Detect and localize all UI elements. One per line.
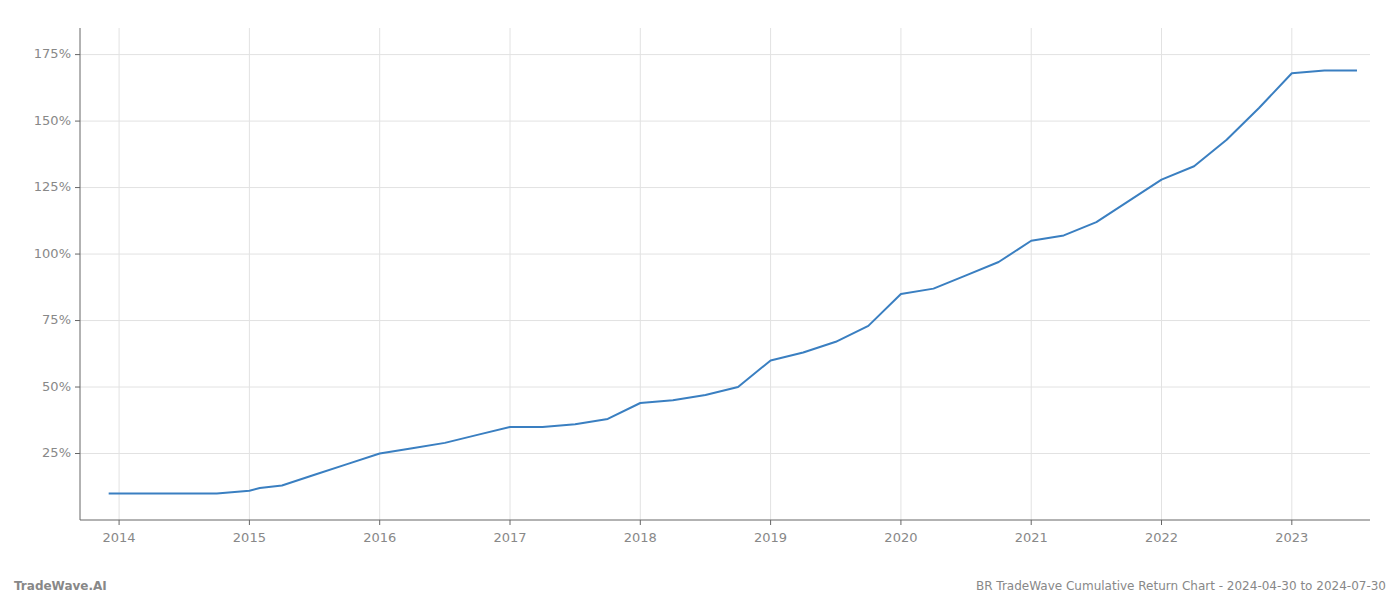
plot-area: [109, 71, 1357, 494]
grid-line: [1291, 28, 1292, 520]
tick-label: 2017: [493, 530, 526, 545]
tick-mark: [75, 187, 80, 188]
grid: [80, 28, 1370, 520]
tick-label: 2018: [624, 530, 657, 545]
grid-line: [80, 254, 1370, 255]
tick-label: 125%: [34, 179, 71, 194]
grid-line: [1031, 28, 1032, 520]
tick-label: 2023: [1275, 530, 1308, 545]
tick-mark: [1161, 520, 1162, 525]
tick-mark: [75, 320, 80, 321]
tick-label: 2014: [103, 530, 136, 545]
footer-left: TradeWave.AI: [14, 579, 107, 593]
tick-label: 50%: [42, 379, 71, 394]
tick-label: 2022: [1145, 530, 1178, 545]
tick-mark: [900, 520, 901, 525]
tick-mark: [75, 54, 80, 55]
grid-line: [379, 28, 380, 520]
y-axis-line: [80, 28, 81, 520]
tick-label: 2015: [233, 530, 266, 545]
tick-label: 75%: [42, 312, 71, 327]
axes: 25% 50% 75% 100% 125% 150% 175% 2014 2015 2016 201…: [34, 28, 1370, 545]
tick-label: 25%: [42, 445, 71, 460]
grid-line: [249, 28, 250, 520]
background: [0, 0, 1400, 600]
grid-line: [510, 28, 511, 520]
tick-label: 175%: [34, 46, 71, 61]
tick-label: 2020: [884, 530, 917, 545]
tick-label: 100%: [34, 246, 71, 261]
grid-line: [640, 28, 641, 520]
tick-mark: [510, 520, 511, 525]
tick-mark: [75, 453, 80, 454]
grid-line: [770, 28, 771, 520]
grid-line: [80, 387, 1370, 388]
grid-line: [80, 121, 1370, 122]
tick-mark: [249, 520, 250, 525]
grid-line: [1161, 28, 1162, 520]
x-axis-line: [80, 520, 1370, 521]
tick-mark: [770, 520, 771, 525]
tick-mark: [119, 520, 120, 525]
tick-mark: [379, 520, 380, 525]
tick-mark: [1291, 520, 1292, 525]
footer-right: BR TradeWave Cumulative Return Chart - 2…: [976, 579, 1386, 593]
grid-line: [900, 28, 901, 520]
grid-line: [119, 28, 120, 520]
grid-line: [80, 187, 1370, 188]
tick-mark: [640, 520, 641, 525]
data-line: [109, 71, 1357, 494]
tick-mark: [75, 387, 80, 388]
grid-line: [80, 320, 1370, 321]
grid-line: [80, 54, 1370, 55]
tick-mark: [75, 121, 80, 122]
tick-mark: [75, 254, 80, 255]
chart: 25% 50% 75% 100% 125% 150% 175% 2014 2015 2016 201…: [0, 0, 1400, 600]
tick-label: 2016: [363, 530, 396, 545]
tick-label: 150%: [34, 113, 71, 128]
tick-label: 2019: [754, 530, 787, 545]
grid-line: [80, 453, 1370, 454]
tick-label: 2021: [1015, 530, 1048, 545]
tick-mark: [1031, 520, 1032, 525]
